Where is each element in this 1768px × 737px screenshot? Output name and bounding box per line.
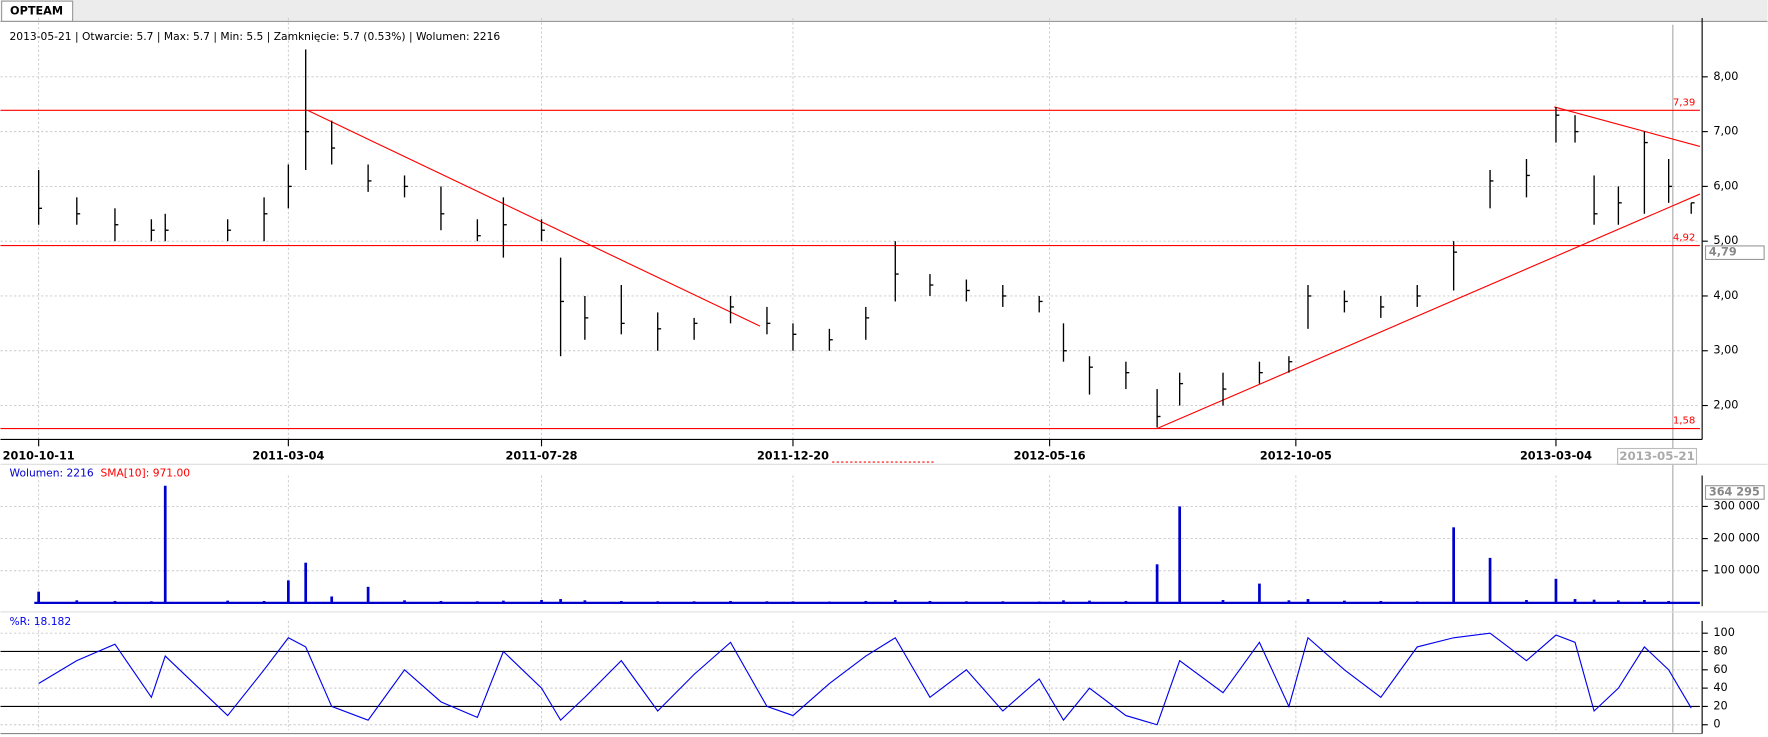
volume-bar: [113, 600, 117, 603]
volume-bar: [75, 600, 79, 603]
volume-bar: [893, 600, 897, 603]
volume-bar: [559, 599, 562, 603]
x-tick-label: 2010-10-11: [3, 449, 75, 462]
volume-bar: [1001, 601, 1005, 603]
y-cursor-label: 364 295: [1709, 485, 1760, 498]
y-cursor-box: [1704, 485, 1765, 500]
x-cursor-label: 2013-05-21: [1619, 449, 1695, 463]
volume-bar: [1037, 601, 1041, 603]
volume-bar: [262, 600, 266, 603]
chart-header: 2013-05-21 | Otwarcie: 5.7 | Max: 5.7 | …: [10, 30, 501, 43]
volume-bar: [791, 601, 795, 603]
y-cursor-box: [1704, 245, 1765, 261]
trend-line: [307, 109, 761, 327]
volume-bar: [366, 586, 370, 603]
y-tick-label: 100: [1713, 626, 1734, 639]
y-tick-label: 60: [1713, 663, 1727, 676]
x-tick-label: 2013-03-04: [1520, 449, 1592, 462]
volume-bar: [1155, 564, 1159, 603]
volume-bar: [1554, 578, 1558, 603]
x-tick-label: 2012-05-16: [1014, 449, 1086, 462]
y-tick-label: 7,00: [1713, 125, 1738, 138]
volume-bar: [1379, 600, 1383, 603]
y-tick-label: 0: [1713, 718, 1720, 731]
y-tick-label: 100 000: [1713, 564, 1760, 577]
volume-bar: [403, 600, 406, 603]
y-tick-label: 20: [1713, 699, 1727, 712]
volume-bar: [1525, 600, 1528, 603]
volume-bar: [330, 596, 334, 603]
x-tick-label: 2012-10-05: [1260, 449, 1332, 462]
volume-bar: [1617, 600, 1620, 603]
volume-bar: [619, 600, 623, 603]
indicator-line: [38, 632, 1692, 726]
x-cursor-box: [1617, 447, 1698, 465]
volume-bar: [304, 562, 308, 603]
volume-bar: [1592, 599, 1596, 603]
volume-bar: [1415, 601, 1419, 603]
volume-bar: [656, 601, 660, 603]
volume-bar: [1667, 600, 1671, 603]
y-tick-label: 80: [1713, 644, 1727, 657]
volume-bar: [965, 601, 968, 603]
y-tick-label: 4,00: [1713, 289, 1738, 302]
volume-bar: [864, 600, 868, 603]
y-tick-label: 40: [1713, 681, 1727, 694]
volume-bar: [1258, 583, 1261, 603]
level-label: 4,92: [1673, 233, 1696, 244]
volume-bar: [287, 580, 290, 603]
volume-bar: [150, 601, 153, 603]
volume-bar: [1452, 527, 1455, 603]
y-tick-label: 2,00: [1713, 399, 1738, 412]
trend-line: [1156, 193, 1701, 430]
volume-header: Wolumen: 2216: [10, 466, 94, 479]
x-tick-label: 2011-12-20: [757, 449, 829, 462]
sma-header: SMA[10]: 971.00: [100, 466, 190, 479]
y-tick-label: 200 000: [1713, 532, 1760, 545]
volume-bar: [1643, 600, 1646, 603]
volume-bar: [476, 601, 479, 603]
volume-bar: [1343, 600, 1346, 603]
x-tick-label: 2011-07-28: [506, 449, 578, 462]
volume-bar: [765, 601, 769, 603]
volume-bar: [226, 600, 230, 603]
volume-bar: [1221, 600, 1225, 603]
volume-bar: [1488, 557, 1492, 603]
volume-bar: [1689, 602, 1693, 603]
trend-line: [1554, 106, 1701, 147]
volume-bar: [1178, 506, 1182, 603]
level-label: 1,58: [1673, 416, 1696, 427]
volume-bar: [1573, 599, 1577, 603]
volume-bar: [1088, 600, 1091, 603]
y-tick-label: 6,00: [1713, 179, 1738, 192]
volume-bar: [1306, 599, 1310, 603]
indicator-header: %R: 18.182: [10, 615, 72, 628]
volume-bar: [928, 600, 932, 603]
volume-bar: [163, 485, 167, 603]
y-cursor-label: 4,79: [1709, 246, 1737, 259]
tab-label[interactable]: OPTEAM: [10, 4, 63, 17]
volume-bar: [439, 600, 443, 603]
volume-bar: [1124, 600, 1128, 603]
volume-bar: [729, 600, 732, 603]
plots: 2,00 3,00 4,00 5,00 6,00 7,00 8,00 7,39 4,92 1,58…: [0, 18, 1765, 734]
y-tick-label: 5,00: [1713, 234, 1738, 247]
volume-bar: [502, 600, 505, 603]
volume-bar: [1287, 600, 1291, 603]
volume-bar: [37, 591, 41, 603]
volume-bar: [1062, 600, 1065, 603]
volume-bar: [828, 601, 831, 603]
tab-bar: [0, 0, 1768, 22]
y-tick-label: 3,00: [1713, 344, 1738, 357]
volume-bar: [540, 600, 543, 603]
y-tick-label: 300 000: [1713, 499, 1760, 512]
x-tick-label: 2011-03-04: [252, 449, 324, 462]
y-tick-label: 8,00: [1713, 70, 1738, 83]
volume-bar: [692, 601, 696, 603]
level-label: 7,39: [1673, 97, 1696, 108]
volume-bar: [583, 600, 587, 603]
